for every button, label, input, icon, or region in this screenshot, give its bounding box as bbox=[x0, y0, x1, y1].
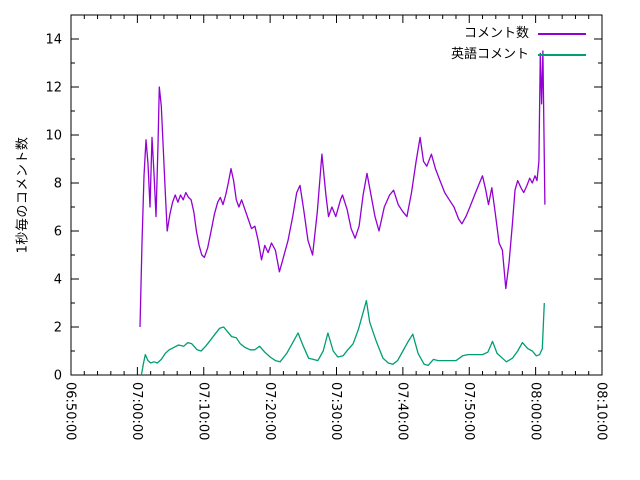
x-tick-label: 08:10:00 bbox=[594, 382, 609, 440]
y-tick-label: 0 bbox=[54, 368, 62, 383]
y-tick-label: 2 bbox=[54, 320, 62, 335]
legend-line-sample-english bbox=[538, 53, 586, 56]
legend-label-english: 英語コメント bbox=[450, 47, 529, 62]
x-tick-label: 07:40:00 bbox=[395, 382, 410, 440]
x-tick-label: 07:10:00 bbox=[195, 382, 210, 440]
y-tick-label: 10 bbox=[45, 128, 62, 143]
x-tick-label: 07:50:00 bbox=[461, 382, 476, 440]
x-tick-label: 07:00:00 bbox=[129, 382, 144, 440]
legend: コメント数 英語コメント bbox=[451, 23, 586, 65]
y-tick-label: 4 bbox=[54, 272, 62, 287]
x-tick-label: 07:20:00 bbox=[262, 382, 277, 440]
x-tick-label: 08:00:00 bbox=[527, 382, 542, 440]
y-tick-label: 14 bbox=[45, 32, 62, 47]
legend-line-sample-comments bbox=[538, 32, 586, 35]
y-tick-label: 12 bbox=[45, 80, 62, 95]
legend-item-comments: コメント数 bbox=[451, 23, 586, 44]
y-tick-label: 8 bbox=[54, 176, 62, 191]
y-tick-label: 6 bbox=[54, 224, 62, 239]
legend-item-english: 英語コメント bbox=[451, 44, 586, 65]
y-axis-title: 1秒毎のコメント数 bbox=[15, 136, 31, 254]
legend-label-comments: コメント数 bbox=[463, 26, 529, 41]
series-line-english bbox=[140, 299, 545, 376]
series-line-comments bbox=[139, 50, 546, 328]
x-tick-label: 06:50:00 bbox=[63, 382, 78, 440]
x-tick-label: 07:30:00 bbox=[328, 382, 343, 440]
